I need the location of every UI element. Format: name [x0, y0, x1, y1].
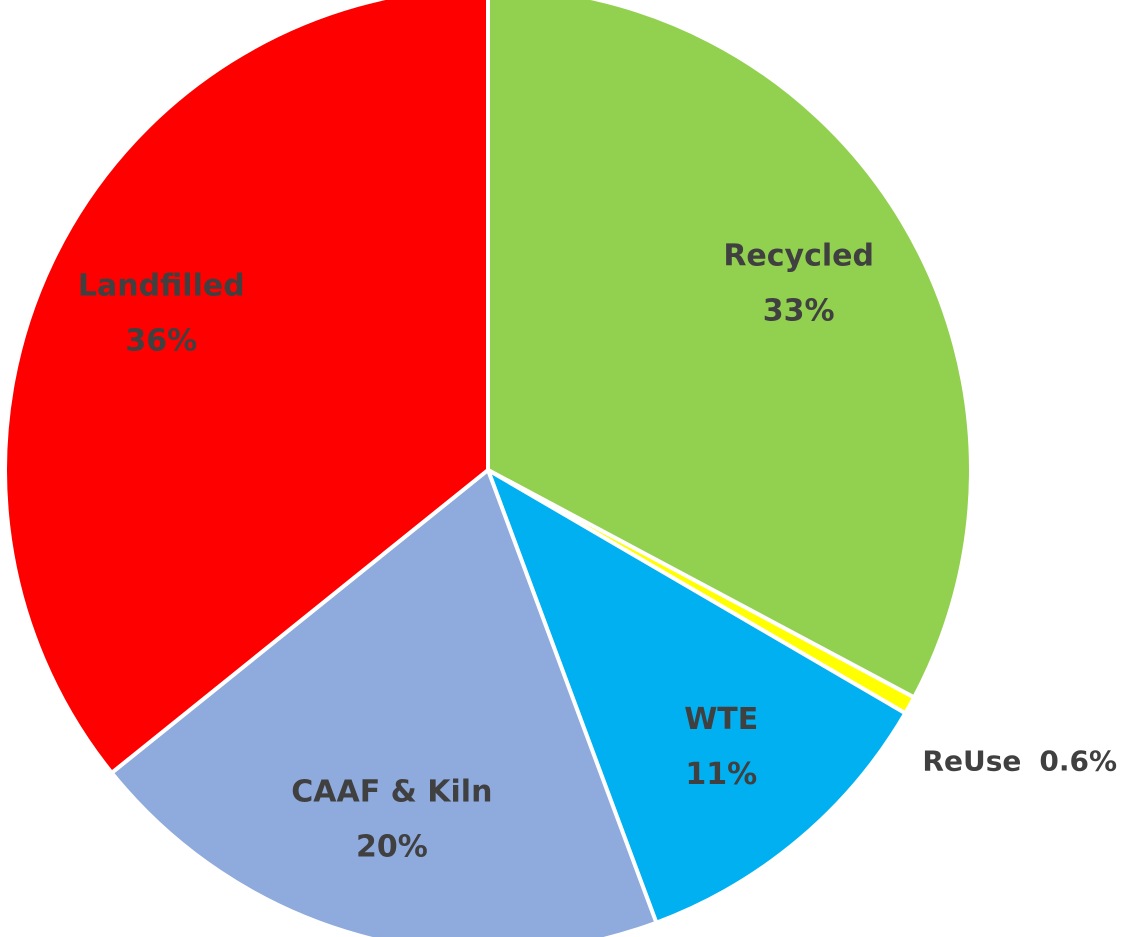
data-label: Landfilled 36% [78, 268, 245, 358]
pie-slice [486, 0, 973, 700]
category-label: ReUse [922, 744, 1021, 777]
data-label: WTE 11% [684, 702, 758, 792]
data-label: Recycled 33% [723, 238, 874, 328]
value-label: 0.6% [1039, 744, 1117, 777]
category-label: Landfilled [78, 268, 245, 303]
pie-slice [486, 468, 908, 925]
value-label: 33% [763, 293, 835, 328]
data-label: ReUse 0.6% [922, 744, 1117, 777]
category-label: CAAF & Kiln [291, 774, 492, 809]
value-label: 20% [356, 829, 428, 864]
value-label: 11% [685, 757, 757, 792]
data-label: CAAF & Kiln 20% [291, 774, 492, 864]
category-label: Recycled [723, 238, 874, 273]
category-label: WTE [684, 702, 758, 737]
pie-slice [109, 468, 659, 937]
value-label: 36% [125, 323, 197, 358]
pie-slice [3, 0, 490, 775]
